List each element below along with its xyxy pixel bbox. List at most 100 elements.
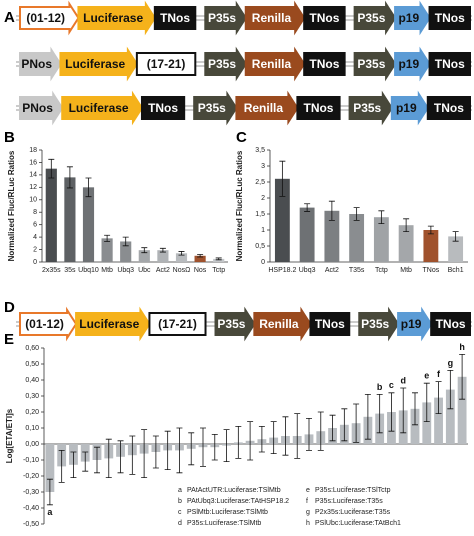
x-tick-label: Ubq10 bbox=[78, 267, 99, 274]
part-label: P35s bbox=[208, 11, 236, 25]
construct-part bbox=[397, 306, 433, 342]
x-tick-label: TNos bbox=[423, 267, 440, 274]
error-bar bbox=[211, 434, 218, 461]
bar bbox=[138, 250, 150, 262]
y-tick-label: 18 bbox=[29, 147, 37, 154]
bar bbox=[434, 397, 443, 444]
y-axis-label: Log[ETA/ETI]s bbox=[5, 408, 14, 463]
construct-part bbox=[235, 90, 299, 126]
error-bar bbox=[105, 438, 112, 478]
part-label: Luciferase bbox=[83, 11, 143, 25]
error-bar bbox=[328, 200, 335, 221]
construct-part bbox=[426, 96, 471, 120]
error-bar bbox=[46, 478, 53, 506]
x-tick-label: 35s bbox=[64, 267, 76, 274]
construct-part bbox=[59, 46, 139, 82]
bar bbox=[373, 217, 389, 262]
error-bar bbox=[258, 426, 265, 453]
part-label: TNos bbox=[309, 11, 339, 25]
legend-key: e bbox=[306, 487, 310, 494]
bar bbox=[157, 250, 169, 262]
error-bar bbox=[435, 381, 442, 414]
part-label: Renilla bbox=[252, 11, 292, 25]
part-label: P35s bbox=[357, 57, 385, 71]
part-label: (17-21) bbox=[147, 57, 186, 71]
error-bar bbox=[427, 225, 434, 235]
part-label: Luciferase bbox=[65, 57, 125, 71]
part-label: PNos bbox=[21, 57, 52, 71]
construct-part bbox=[61, 90, 144, 126]
part-label: TNos bbox=[315, 317, 345, 331]
bar-letter: d bbox=[400, 375, 406, 385]
y-tick-label: 0,40 bbox=[25, 377, 39, 384]
y-tick-label: -0,10 bbox=[23, 457, 39, 464]
error-bar bbox=[82, 451, 89, 472]
construct-part bbox=[353, 0, 397, 36]
y-axis-label: Normalized Fluc/RLuc Ratios bbox=[235, 150, 244, 261]
y-tick-label: 16 bbox=[29, 159, 37, 166]
legend-key: d bbox=[178, 520, 182, 527]
error-bar bbox=[412, 392, 418, 426]
construct-part bbox=[19, 306, 78, 342]
bar bbox=[410, 408, 420, 444]
y-tick-label: 4 bbox=[33, 234, 37, 241]
error-bar bbox=[215, 257, 222, 261]
legend-key: c bbox=[178, 509, 182, 516]
part-label: TNos bbox=[436, 317, 466, 331]
bar bbox=[45, 168, 57, 262]
legend-text: PSlMtb:Luciferase:TSlMtb bbox=[187, 509, 268, 516]
y-tick-label: 1 bbox=[261, 227, 265, 234]
bar-letter: h bbox=[459, 342, 465, 352]
bar bbox=[448, 236, 464, 262]
bar bbox=[422, 402, 432, 444]
bar bbox=[457, 376, 467, 444]
error-bar bbox=[176, 427, 183, 474]
error-bar bbox=[200, 427, 206, 467]
error-bar bbox=[317, 411, 324, 451]
construct-part bbox=[148, 312, 207, 336]
part-label: TNos bbox=[148, 101, 178, 115]
bar bbox=[274, 178, 290, 262]
construct-part bbox=[303, 6, 346, 30]
legend-text: P35s:Luciferase:TSlTctp bbox=[315, 487, 391, 494]
bar-letter: f bbox=[437, 369, 441, 379]
part-label: (17-21) bbox=[158, 317, 197, 331]
x-tick-label: Ubc bbox=[138, 267, 151, 274]
y-tick-label: -0,40 bbox=[23, 505, 39, 512]
error-bar bbox=[152, 435, 159, 469]
construct-part bbox=[19, 0, 80, 36]
construct-part bbox=[214, 306, 256, 342]
bar bbox=[101, 238, 113, 262]
part-label: P35s bbox=[357, 11, 385, 25]
construct-part bbox=[153, 6, 197, 30]
error-bar bbox=[459, 354, 466, 400]
construct-part bbox=[348, 90, 394, 126]
legend-text: P35s:Luciferase:TSlMtb bbox=[187, 520, 261, 527]
part-label: P35s bbox=[198, 101, 226, 115]
y-tick-label: 0,30 bbox=[25, 393, 39, 400]
error-bar bbox=[403, 218, 410, 232]
construct-part bbox=[204, 0, 247, 36]
error-bar bbox=[58, 450, 65, 483]
construct-part bbox=[244, 0, 306, 36]
y-tick-label: 0 bbox=[33, 259, 37, 266]
part-label: TNos bbox=[434, 101, 464, 115]
x-tick-label: Mtb bbox=[101, 267, 113, 274]
part-label: TNos bbox=[435, 11, 465, 25]
x-tick-label: Ubq3 bbox=[117, 267, 134, 274]
error-bar bbox=[341, 408, 348, 442]
part-label: (01-12) bbox=[25, 317, 64, 331]
error-bar bbox=[294, 413, 301, 459]
legend-text: PAtUbq3:Luciferase:TAtHSP18.2 bbox=[187, 498, 289, 505]
part-label: Renilla bbox=[252, 57, 292, 71]
error-bar bbox=[85, 177, 92, 198]
bar-letter: b bbox=[377, 382, 383, 392]
construct-part bbox=[253, 306, 312, 342]
x-tick-label: Act2 bbox=[156, 267, 170, 274]
y-tick-label: -0,50 bbox=[23, 521, 39, 528]
x-tick-label: NosΩ bbox=[173, 267, 191, 274]
y-tick-label: -0,20 bbox=[23, 473, 39, 480]
x-tick-label: Nos bbox=[194, 267, 207, 274]
part-label: P35s bbox=[361, 317, 389, 331]
